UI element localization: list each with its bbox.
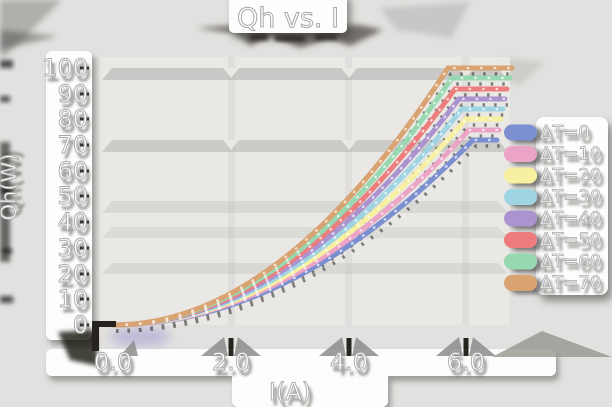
vertical-gridline (228, 57, 235, 325)
x-tick-labels: 0.0 2.0 4.0 6.0 (93, 348, 485, 377)
title-group: Qh vs. I (229, 0, 347, 41)
legend-swatch-dt40 (504, 210, 537, 227)
series-line-dt70 (110, 65, 515, 328)
legend-label: ΔT=0 (540, 122, 590, 143)
legend-swatch-dt0 (504, 124, 537, 141)
y-tick-label: 40 (57, 208, 88, 236)
legend: ΔT=0 ΔT=10 ΔT=20 ΔT=30 ΔT=40 ΔT=50 ΔT=60… (504, 117, 608, 295)
series-curves (110, 65, 515, 328)
legend-swatch-dt30 (504, 189, 537, 205)
legend-label: ΔT=50 (540, 230, 601, 251)
x-tick-marks (120, 331, 612, 357)
gridline-notch (341, 68, 357, 78)
y-tick-label: 0 (73, 311, 88, 339)
horizontal-gridline (102, 68, 508, 80)
y-axis-label: Qh(W) (0, 154, 21, 221)
gridline-notch (223, 140, 239, 150)
shadow-smudges (0, 0, 545, 86)
origin-corner (58, 321, 116, 366)
legend-swatch-dt20 (504, 167, 537, 184)
legend-label: ΔT=60 (540, 251, 601, 272)
x-tick-label: 0.0 (94, 348, 132, 376)
x-tick-label: 6.0 (447, 348, 485, 376)
y-tick-marks (80, 66, 89, 327)
gridline-notch (341, 140, 357, 150)
legend-box (536, 117, 608, 295)
series-markers (111, 66, 514, 327)
x-tick-label: 4.0 (330, 348, 368, 376)
edge-glitches (0, 60, 13, 303)
label-strips (46, 51, 556, 407)
vertical-gridline (345, 57, 352, 325)
horizontal-gridline (102, 227, 508, 238)
y-tick-label: 90 (57, 80, 88, 108)
y-tick-label: 80 (57, 105, 88, 133)
x-axis-label: I(A) (269, 378, 311, 406)
legend-swatch-dt10 (504, 146, 537, 162)
vertical-gridline (462, 57, 469, 325)
title-shadow-dashes (250, 33, 337, 41)
legend-labels: ΔT=0 ΔT=10 ΔT=20 ΔT=30 ΔT=40 ΔT=50 ΔT=60… (540, 122, 602, 294)
legend-label: ΔT=10 (540, 144, 601, 165)
legend-label: ΔT=30 (540, 187, 601, 208)
y-tick-label: 100 (42, 54, 88, 82)
y-tick-label: 70 (57, 131, 88, 159)
y-tick-label: 60 (57, 157, 88, 185)
y-tick-label: 20 (57, 260, 88, 288)
y-tick-label: 10 (57, 285, 88, 313)
gridline-notch (223, 68, 239, 78)
legend-swatches (504, 124, 537, 291)
y-tick-label: 50 (57, 182, 88, 210)
horizontal-gridline (102, 201, 508, 213)
origin-glow (110, 327, 170, 347)
y-tick-label: 30 (57, 234, 88, 262)
legend-swatch-dt70 (504, 275, 537, 291)
page-title: Qh vs. I (237, 3, 339, 34)
legend-label: ΔT=40 (540, 208, 601, 229)
legend-label: ΔT=70 (540, 273, 601, 294)
x-tick-label: 2.0 (212, 348, 250, 376)
legend-label: ΔT=20 (540, 165, 601, 186)
title-box (229, 0, 347, 33)
legend-swatch-dt50 (504, 232, 537, 248)
y-tick-labels: 100 90 80 70 60 50 40 30 20 10 0 (42, 54, 89, 340)
legend-swatch-dt60 (504, 253, 537, 270)
plot-area (76, 57, 510, 325)
